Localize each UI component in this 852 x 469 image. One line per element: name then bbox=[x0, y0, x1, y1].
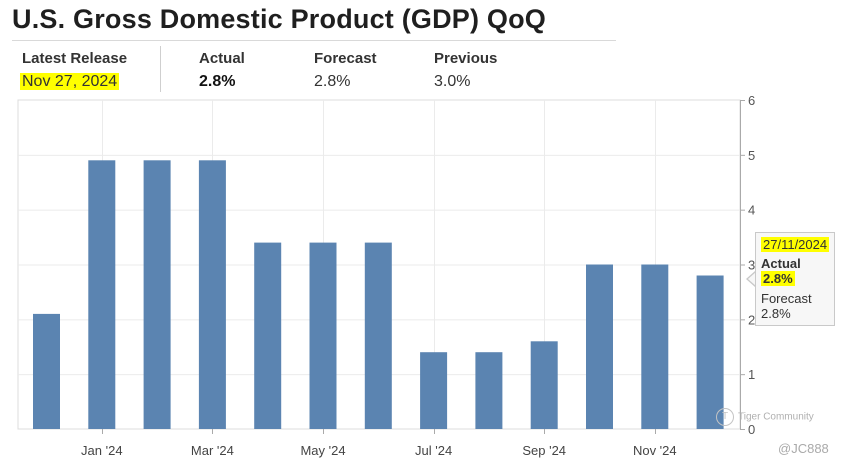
previous-label: Previous bbox=[434, 50, 498, 67]
bar bbox=[364, 242, 392, 429]
bar bbox=[475, 352, 503, 429]
bar bbox=[696, 275, 724, 429]
y-tick-label: 6 bbox=[748, 93, 755, 108]
bar bbox=[586, 264, 613, 429]
tooltip-date-text: 27/11/2024 bbox=[761, 237, 830, 252]
page-title: U.S. Gross Domestic Product (GDP) QoQ bbox=[12, 4, 546, 34]
latest-release-date: Nov 27, 2024 bbox=[20, 73, 120, 91]
summary-divider bbox=[160, 46, 161, 92]
y-tick-label: 4 bbox=[748, 203, 755, 218]
y-tick-label: 3 bbox=[748, 258, 755, 273]
y-tick-label: 0 bbox=[748, 422, 755, 437]
bar bbox=[254, 242, 282, 429]
x-tick-label: Nov '24 bbox=[633, 443, 677, 458]
x-tick-label: Jul '24 bbox=[415, 443, 452, 458]
latest-release-date-text: Nov 27, 2024 bbox=[20, 73, 120, 90]
forecast-value: 2.8% bbox=[314, 73, 351, 90]
axis-layer: 0 1 2 3 4 5 6 Jan '24 Mar '24 May '24 Jul '24 Sep '… bbox=[81, 93, 755, 458]
bar bbox=[33, 313, 60, 429]
bar bbox=[641, 264, 669, 429]
tooltip-actual-label: Actual bbox=[761, 256, 801, 271]
bar bbox=[309, 242, 337, 429]
data-tooltip: 27/11/2024 Actual 2.8% Forecast 2.8% bbox=[755, 232, 835, 326]
tooltip-date: 27/11/2024 bbox=[761, 237, 830, 252]
previous-value: 3.0% bbox=[434, 73, 471, 90]
actual-label: Actual bbox=[199, 50, 245, 67]
title-divider bbox=[12, 40, 616, 41]
tooltip-forecast-value: 2.8% bbox=[761, 306, 791, 321]
bar bbox=[143, 160, 171, 430]
author-credit: @JC888 bbox=[778, 441, 829, 456]
latest-release-label: Latest Release bbox=[22, 50, 128, 67]
bar-layer bbox=[33, 160, 724, 430]
tooltip-actual-value: 2.8% bbox=[761, 271, 795, 286]
forecast-label: Forecast bbox=[314, 50, 377, 67]
tooltip-pointer-fill bbox=[748, 272, 756, 286]
y-tick-label: 5 bbox=[748, 148, 755, 163]
tooltip-forecast-label: Forecast bbox=[761, 291, 812, 306]
watermark-text: Tiger Community bbox=[738, 411, 814, 423]
tooltip-actual-value-text: 2.8% bbox=[761, 271, 795, 286]
bar bbox=[198, 160, 226, 430]
actual-value: 2.8% bbox=[199, 73, 236, 90]
tiger-logo-icon: T bbox=[716, 408, 734, 426]
bar bbox=[420, 352, 448, 429]
watermark: T Tiger Community bbox=[716, 408, 814, 426]
y-tick-label: 1 bbox=[748, 367, 755, 382]
x-tick-label: Sep '24 bbox=[522, 443, 566, 458]
x-tick-label: Jan '24 bbox=[81, 443, 123, 458]
x-tick-label: Mar '24 bbox=[191, 443, 234, 458]
bar bbox=[530, 341, 558, 429]
bar bbox=[88, 160, 116, 430]
x-tick-label: May '24 bbox=[300, 443, 345, 458]
y-tick-label: 2 bbox=[748, 312, 755, 327]
